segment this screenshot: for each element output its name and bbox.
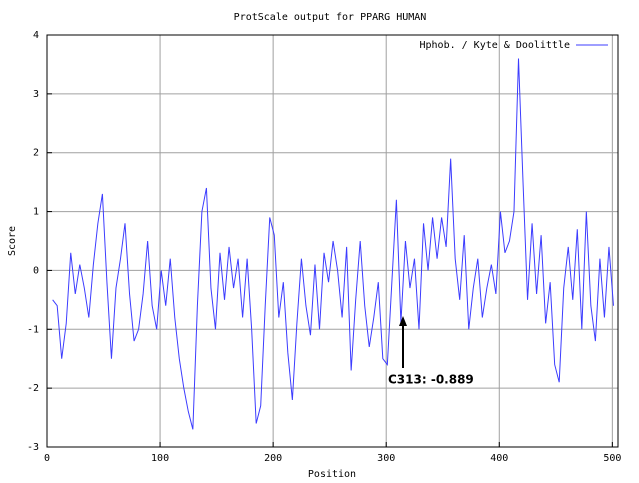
y-tick-label: -3 [27, 442, 39, 453]
plot-border [46, 34, 619, 448]
chart-title: ProtScale output for PPARG HUMAN [234, 12, 427, 23]
plot-area: -3 -2 -1 0 1 2 3 4 0 100 200 300 400 500 Hphob. / Kyte… [27, 30, 621, 464]
y-tick-label: 4 [33, 30, 39, 41]
annotation: C313: -0.889 [388, 373, 474, 387]
data-line [52, 58, 614, 430]
x-axis-label: Position [308, 469, 356, 480]
y-tick-label: 0 [33, 265, 39, 276]
y-tick-label: -2 [27, 383, 39, 394]
legend-label: Hphob. / Kyte & Doolittle [419, 40, 570, 51]
y-tick-label: -1 [27, 324, 39, 335]
x-tick-label: 200 [264, 453, 282, 464]
x-tick-label: 400 [490, 453, 508, 464]
y-tick-label: 3 [33, 89, 39, 100]
x-tick-label: 0 [44, 453, 50, 464]
y-tick-label: 2 [33, 148, 39, 159]
x-tick-label: 500 [603, 453, 621, 464]
y-axis-label: Score [7, 226, 18, 256]
x-tick-label: 100 [151, 453, 169, 464]
x-tick-label: 300 [377, 453, 395, 464]
y-tick-label: 1 [33, 207, 39, 218]
annotation-arrowhead [399, 316, 407, 326]
